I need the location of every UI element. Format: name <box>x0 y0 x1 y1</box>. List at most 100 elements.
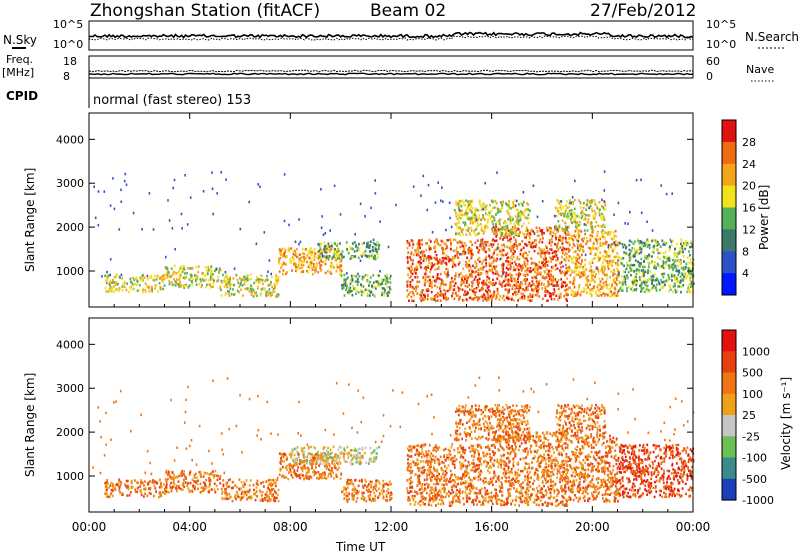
data-cell <box>106 276 109 279</box>
data-cell <box>498 219 500 222</box>
data-cell <box>366 254 369 258</box>
data-cell <box>413 293 415 297</box>
data-cell <box>512 244 515 247</box>
data-cell <box>463 279 466 282</box>
data-cell <box>450 277 453 280</box>
data-cell <box>268 259 271 262</box>
data-cell <box>319 257 321 261</box>
data-cell <box>310 253 313 256</box>
data-cell <box>532 245 535 248</box>
data-cell <box>219 475 222 478</box>
data-cell <box>208 485 211 488</box>
data-cell <box>552 265 554 269</box>
data-cell <box>428 275 431 279</box>
data-cell <box>378 284 380 287</box>
data-cell <box>506 252 509 255</box>
data-cell <box>346 277 348 281</box>
data-cell <box>551 256 554 260</box>
data-cell <box>464 277 466 280</box>
data-cell <box>238 276 241 280</box>
data-cell <box>545 226 548 230</box>
data-cell <box>155 284 158 287</box>
data-cell <box>229 283 231 286</box>
data-cell <box>510 228 512 231</box>
data-cell <box>592 278 595 281</box>
data-cell <box>457 275 460 278</box>
data-cell <box>425 256 428 260</box>
data-cell <box>373 294 376 297</box>
noise-left-tick-top: 10^5 <box>53 18 83 31</box>
data-cell <box>463 203 466 206</box>
data-cell <box>321 255 324 259</box>
data-cell <box>668 248 671 252</box>
data-cell <box>538 234 541 237</box>
data-cell <box>199 473 202 476</box>
data-cell <box>587 220 589 224</box>
data-cell <box>258 278 261 281</box>
data-cell <box>597 255 600 258</box>
data-cell <box>688 261 691 265</box>
data-cell <box>563 253 566 256</box>
data-cell <box>246 274 249 277</box>
data-cell <box>559 269 561 272</box>
data-cell <box>458 220 460 224</box>
data-cell <box>307 265 310 268</box>
data-cell <box>286 271 288 274</box>
data-cell <box>241 284 244 287</box>
data-cell <box>643 265 646 269</box>
data-cell <box>366 274 369 277</box>
data-cell <box>450 248 452 251</box>
data-cell <box>539 249 542 252</box>
data-cell <box>633 247 636 251</box>
data-cell <box>530 243 533 247</box>
data-cell <box>515 285 517 288</box>
data-cell <box>295 269 297 273</box>
data-cell <box>346 272 348 275</box>
data-cell <box>673 282 676 285</box>
data-cell <box>461 244 464 248</box>
data-cell <box>290 454 292 457</box>
data-cell <box>437 265 440 269</box>
data-cell <box>633 263 636 267</box>
data-cell <box>538 265 541 269</box>
data-cell <box>604 204 607 207</box>
data-cell <box>142 290 144 294</box>
data-cell <box>296 469 299 472</box>
data-cell <box>429 284 432 287</box>
data-cell <box>320 268 323 272</box>
data-cell <box>208 268 210 271</box>
data-cell <box>282 452 285 456</box>
data-cell <box>324 464 326 468</box>
data-cell <box>383 291 386 294</box>
data-cell <box>573 276 576 279</box>
data-cell <box>177 474 180 478</box>
data-cell <box>355 492 358 495</box>
data-cell <box>546 299 549 302</box>
data-cell <box>314 270 317 274</box>
data-cell <box>510 207 512 210</box>
data-cell <box>269 283 272 286</box>
data-cell <box>617 258 620 262</box>
data-cell <box>446 289 449 293</box>
data-cell <box>149 479 152 483</box>
data-cell <box>321 476 323 480</box>
data-cell <box>138 284 141 287</box>
data-cell <box>480 218 483 221</box>
data-cell <box>664 283 666 287</box>
data-cell <box>182 276 185 279</box>
data-cell <box>475 218 478 222</box>
data-cell <box>568 233 571 237</box>
data-cell <box>508 206 511 209</box>
data-cell <box>386 273 389 276</box>
data-cell <box>598 277 601 281</box>
data-cell <box>332 456 334 460</box>
data-cell <box>480 228 483 232</box>
data-cell <box>527 221 530 225</box>
data-cell <box>458 273 461 276</box>
data-cell <box>165 479 168 482</box>
data-cell <box>355 461 358 464</box>
data-cell <box>461 242 464 246</box>
data-cell <box>603 224 606 227</box>
data-cell <box>378 446 381 449</box>
data-cell <box>585 268 587 271</box>
